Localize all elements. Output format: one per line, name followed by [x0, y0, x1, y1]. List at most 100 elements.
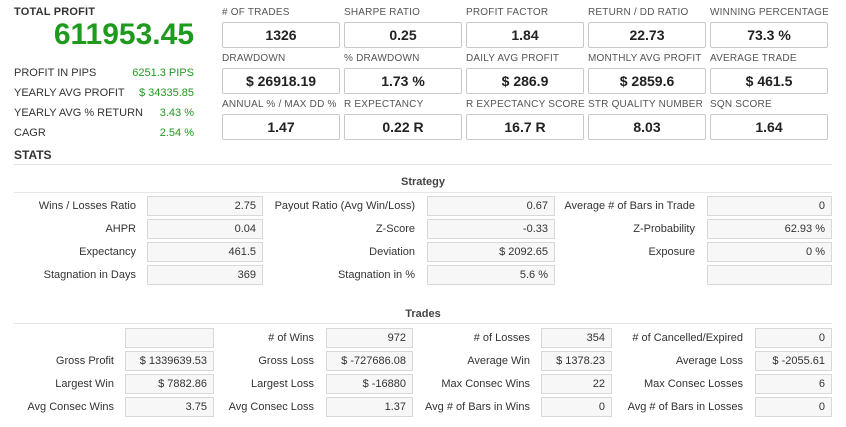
trade-value: $ -16880 — [326, 374, 413, 394]
stat-value: 0.67 — [427, 196, 555, 216]
stat-value: 0 — [707, 196, 832, 216]
metric-value: $ 2859.6 — [588, 68, 706, 94]
trade-value: 0 — [755, 397, 832, 417]
trade-label-empty — [14, 328, 114, 348]
stat-value: -0.33 — [427, 219, 555, 239]
trades-divider — [14, 323, 832, 324]
trade-value: 354 — [541, 328, 612, 348]
trade-label: Avg # of Bars in Wins — [425, 401, 530, 413]
metric-sqn-score: SQN SCORE 1.64 — [710, 98, 828, 140]
metric-value: 1.47 — [222, 114, 340, 140]
trade-label: # of Losses — [473, 332, 530, 344]
trade-label: Gross Profit — [55, 355, 114, 367]
metric-value: 1326 — [222, 22, 340, 48]
summary-label: CAGR — [14, 127, 46, 139]
stat-value: 2.75 — [147, 196, 263, 216]
metric-value: $ 461.5 — [710, 68, 828, 94]
trade-label: Avg Consec Wins — [27, 401, 114, 413]
stat-label — [558, 265, 695, 285]
metric-percent-drawdown: % DRAWDOWN 1.73 % — [344, 52, 462, 94]
metric-winning-percentage: WINNING PERCENTAGE 73.3 % — [710, 6, 829, 48]
stat-label: Z-Probability — [633, 223, 695, 235]
trade-label: Avg # of Bars in Losses — [627, 401, 743, 413]
metric-label: DAILY AVG PROFIT — [466, 53, 560, 64]
trade-label: Average Win — [467, 355, 530, 367]
metric-label: % DRAWDOWN — [344, 53, 420, 64]
metric-value: 1.64 — [710, 114, 828, 140]
trade-label: Max Consec Losses — [643, 378, 743, 390]
metric-r-expectancy-score: R EXPECTANCY SCORE 16.7 R — [466, 98, 585, 140]
trade-value: $ 1378.23 — [541, 351, 612, 371]
metric-label: ANNUAL % / MAX DD % — [222, 99, 337, 110]
metric-label: R EXPECTANCY — [344, 99, 424, 110]
trade-label: Max Consec Wins — [441, 378, 530, 390]
stat-label: Payout Ratio (Avg Win/Loss) — [274, 200, 415, 212]
stat-label: Wins / Losses Ratio — [38, 200, 136, 212]
metric-daily-avg-profit: DAILY AVG PROFIT $ 286.9 — [466, 52, 584, 94]
stat-label: Stagnation in % — [337, 269, 415, 281]
summary-row-yearly-avg-return: YEARLY AVG % RETURN 3.43 % — [14, 103, 194, 123]
metric-label: MONTHLY AVG PROFIT — [588, 53, 702, 64]
metric-monthly-avg-profit: MONTHLY AVG PROFIT $ 2859.6 — [588, 52, 706, 94]
metric-label: PROFIT FACTOR — [466, 7, 549, 18]
stat-value: 5.6 % — [427, 265, 555, 285]
metric-str-quality-number: STR QUALITY NUMBER 8.03 — [588, 98, 706, 140]
metric-value: 22.73 — [588, 22, 706, 48]
trade-value-empty — [125, 328, 214, 348]
trade-value: $ 7882.86 — [125, 374, 214, 394]
metric-value: 8.03 — [588, 114, 706, 140]
trades-heading: Trades — [405, 308, 441, 320]
metric-value: $ 26918.19 — [222, 68, 340, 94]
stat-value: 62.93 % — [707, 219, 832, 239]
total-profit-value: 611953.45 — [53, 18, 194, 51]
summary-label: PROFIT IN PIPS — [14, 67, 97, 79]
trade-value: 972 — [326, 328, 413, 348]
metric-value: 0.25 — [344, 22, 462, 48]
stat-label: AHPR — [105, 223, 136, 235]
metric-label: WINNING PERCENTAGE — [710, 7, 829, 18]
metric-label: DRAWDOWN — [222, 53, 286, 64]
trade-label: # of Cancelled/Expired — [632, 332, 743, 344]
metric-label: RETURN / DD RATIO — [588, 7, 689, 18]
metric-drawdown: DRAWDOWN $ 26918.19 — [222, 52, 340, 94]
summary-row-pips: PROFIT IN PIPS 6251.3 PIPS — [14, 63, 194, 83]
strategy-divider — [14, 192, 832, 193]
trade-value: 0 — [755, 328, 832, 348]
stat-label: Expectancy — [79, 246, 136, 258]
metric-value: 73.3 % — [710, 22, 828, 48]
summary-label: YEARLY AVG PROFIT — [14, 87, 125, 99]
summary-row-yearly-avg-profit: YEARLY AVG PROFIT $ 34335.85 — [14, 83, 194, 103]
metric-label: SQN SCORE — [710, 99, 772, 110]
stat-label: Deviation — [369, 246, 415, 258]
stat-label: Average # of Bars in Trade — [564, 200, 695, 212]
trade-label: # of Wins — [268, 332, 314, 344]
metric-label: AVERAGE TRADE — [710, 53, 797, 64]
trade-label: Largest Loss — [251, 378, 314, 390]
stat-value: 0.04 — [147, 219, 263, 239]
summary-row-cagr: CAGR 2.54 % — [14, 123, 194, 143]
metric-value: $ 286.9 — [466, 68, 584, 94]
stat-label: Stagnation in Days — [43, 269, 136, 281]
trade-value: 1.37 — [326, 397, 413, 417]
metric-label: STR QUALITY NUMBER — [588, 99, 704, 110]
trade-label: Avg Consec Loss — [228, 401, 314, 413]
trade-value: $ 1339639.53 — [125, 351, 214, 371]
metric-label: # OF TRADES — [222, 7, 290, 18]
trade-label: Average Loss — [675, 355, 743, 367]
trade-label: Gross Loss — [258, 355, 314, 367]
trade-value: 0 — [541, 397, 612, 417]
summary-value: 3.43 % — [159, 107, 194, 119]
strategy-heading: Strategy — [400, 176, 446, 188]
stat-value: 461.5 — [147, 242, 263, 262]
metric-return-dd-ratio: RETURN / DD RATIO 22.73 — [588, 6, 706, 48]
summary-value: 6251.3 PIPS — [132, 67, 194, 79]
trade-label: Largest Win — [55, 378, 114, 390]
trade-value: 22 — [541, 374, 612, 394]
summary-panel: TOTAL PROFIT 611953.45 PROFIT IN PIPS 62… — [14, 6, 194, 143]
stats-heading: STATS — [14, 148, 52, 162]
trade-value: 3.75 — [125, 397, 214, 417]
stats-divider — [14, 164, 832, 165]
trade-value: $ -727686.08 — [326, 351, 413, 371]
metric-value: 1.73 % — [344, 68, 462, 94]
stat-value: 369 — [147, 265, 263, 285]
